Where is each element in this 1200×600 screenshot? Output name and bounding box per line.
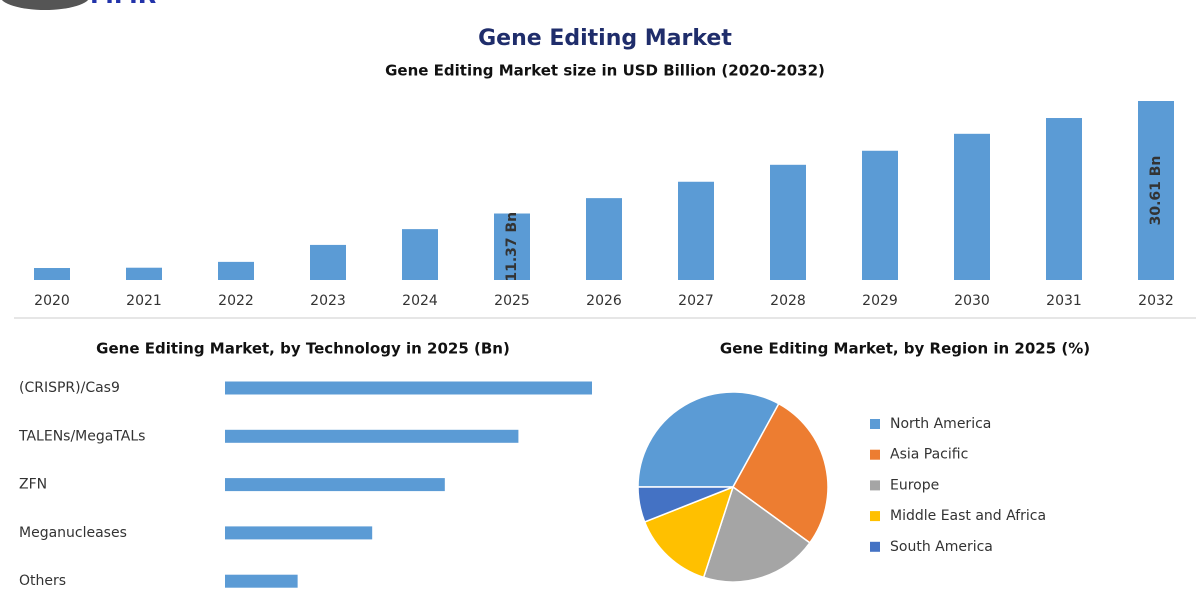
pie-slice — [732, 402, 829, 544]
bar — [225, 381, 592, 395]
bar — [126, 267, 162, 280]
legend-swatch — [870, 449, 880, 460]
bar — [225, 574, 298, 588]
x-tick-label: 2032 — [1138, 293, 1174, 309]
x-tick-label: 2026 — [586, 293, 622, 309]
bar — [218, 261, 254, 280]
bar — [954, 133, 990, 280]
pie-slice — [637, 486, 734, 523]
legend-label: North America — [890, 416, 991, 432]
legend-label: Europe — [890, 477, 939, 493]
x-tick-label: 2023 — [310, 293, 346, 309]
bar — [34, 268, 70, 280]
bar — [770, 164, 806, 280]
bar — [494, 213, 530, 280]
x-tick-label: 2027 — [678, 293, 714, 309]
x-tick-label: 2031 — [1046, 293, 1082, 309]
category-label: TALENs/MegaTALs — [18, 428, 145, 444]
category-label: ZFN — [19, 477, 47, 493]
bar — [310, 244, 346, 280]
bar — [402, 229, 438, 280]
category-label: (CRISPR)/Cas9 — [19, 380, 120, 396]
legend-label: Middle East and Africa — [890, 508, 1046, 524]
bar — [862, 150, 898, 280]
logo: MMR — [90, 0, 156, 9]
legend-label: Asia Pacific — [890, 447, 968, 463]
bar — [586, 198, 622, 280]
value-label: 30.61 Bn — [1148, 156, 1164, 226]
pie-slice — [643, 485, 735, 579]
bar — [225, 429, 519, 443]
legend-swatch — [870, 480, 880, 491]
legend-swatch — [870, 511, 880, 522]
x-tick-label: 2024 — [402, 293, 438, 309]
category-label: Meganucleases — [19, 525, 127, 541]
logo-shape — [1, 0, 89, 10]
value-label: 11.37 Bn — [504, 212, 520, 282]
legend-swatch — [870, 419, 880, 429]
bar — [1138, 101, 1174, 280]
x-tick-label: 2020 — [34, 293, 70, 309]
chart-title: Gene Editing Market size in USD Billion … — [385, 62, 825, 80]
chart-title: Gene Editing Market, by Technology in 20… — [96, 340, 510, 358]
bar — [225, 478, 445, 492]
chart-title: Gene Editing Market, by Region in 2025 (… — [720, 340, 1090, 358]
x-tick-label: 2028 — [770, 293, 806, 309]
legend-label: South America — [890, 539, 993, 555]
bar — [678, 181, 714, 280]
x-tick-label: 2030 — [954, 293, 990, 309]
x-tick-label: 2029 — [862, 293, 898, 309]
bar — [1046, 118, 1082, 280]
main-title: Gene Editing Market — [478, 26, 732, 51]
pie-slice — [637, 391, 780, 488]
x-tick-label: 2022 — [218, 293, 254, 309]
x-tick-label: 2021 — [126, 293, 162, 309]
legend-swatch — [870, 541, 880, 552]
pie-slice — [702, 485, 811, 583]
category-label: Others — [19, 573, 66, 589]
x-tick-label: 2025 — [494, 293, 530, 309]
bar — [225, 526, 373, 540]
